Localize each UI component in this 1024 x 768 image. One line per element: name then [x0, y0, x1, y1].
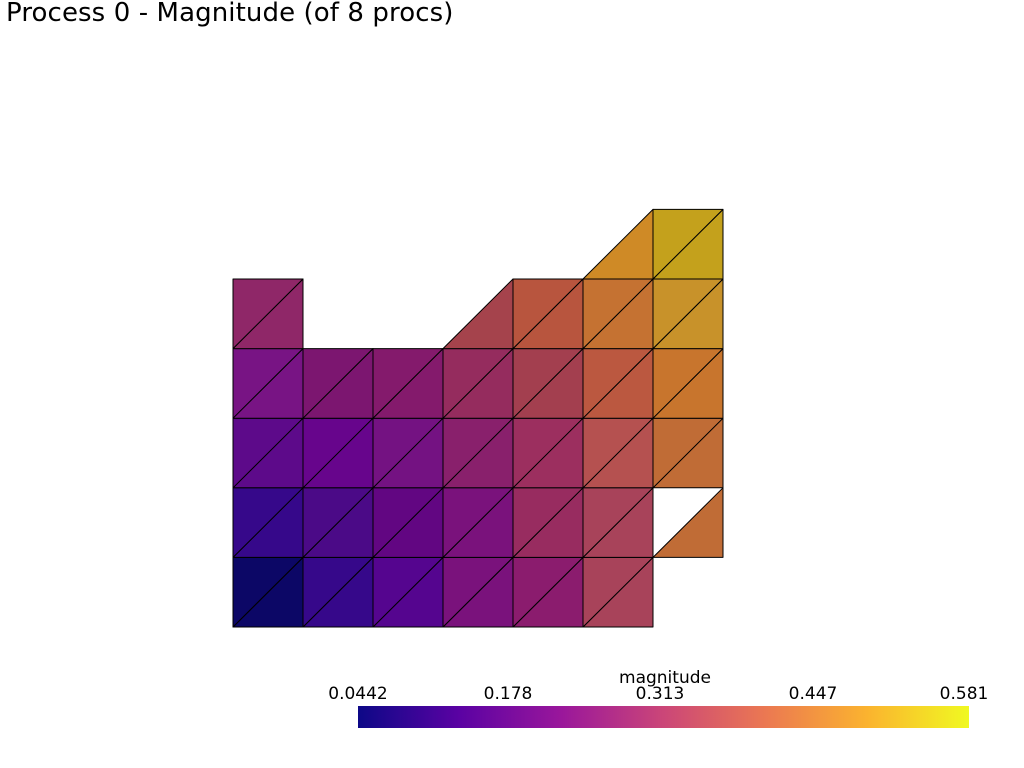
scalar-bar-tick: 0.178: [483, 684, 533, 704]
mesh-cells: [232, 208, 724, 628]
mesh-triangle: [372, 348, 444, 419]
mesh-triangle: [582, 208, 654, 280]
plot-title: Process 0 - Magnitude (of 8 procs): [6, 0, 454, 28]
scalar-bar-tick: 0.581: [939, 684, 989, 704]
scalar-bar-tick: 0.0442: [328, 684, 388, 704]
mesh-triangle: [442, 278, 514, 350]
mesh-triangle: [652, 487, 724, 558]
scalar-bar-title: magnitude: [619, 668, 711, 688]
scalar-bar-colormap: [358, 706, 969, 728]
mesh-triangle: [652, 208, 724, 280]
mesh-triangle: [302, 348, 374, 419]
scalar-bar-tick: 0.313: [635, 684, 685, 704]
mesh-triangle: [232, 278, 304, 350]
scalar-bar-tick: 0.447: [788, 684, 838, 704]
mesh-triangle: [512, 278, 584, 350]
